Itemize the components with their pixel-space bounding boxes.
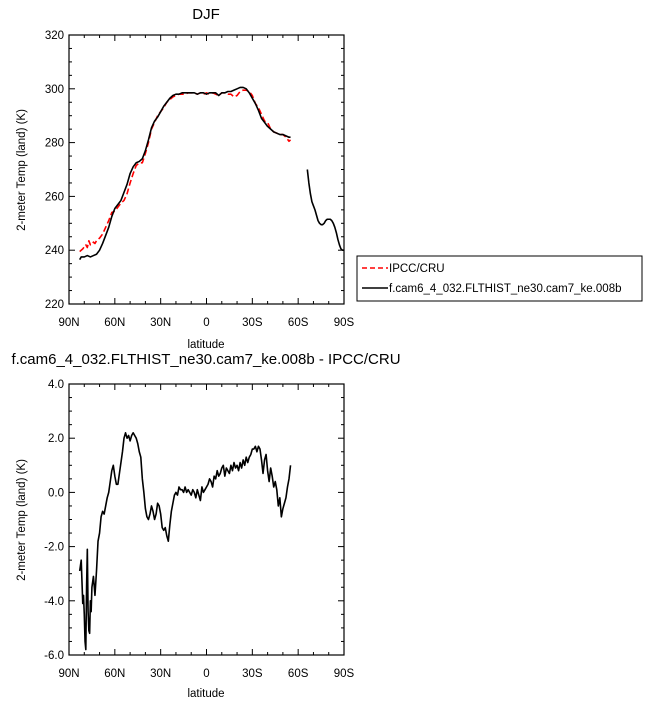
top-x-tick-label: 60N [104,317,125,329]
bottom-y-tick-label: -6.0 [44,650,64,662]
bottom-series-0-line [78,431,292,651]
top-x-tick-label: 30N [150,317,171,329]
bottom-y-tick-label: -2.0 [44,542,64,554]
top-x-tick-label: 60S [288,317,309,329]
bottom-y-tick-label: -4.0 [44,596,64,608]
panel-bottom: f.cam6_4_032.FLTHIST_ne30.cam7_ke.008b -… [11,351,400,700]
legend-label-ipcc: IPCC/CRU [389,263,445,275]
top-series-0-line [79,89,292,253]
top-y-tick-label: 220 [45,299,64,311]
top-plot-frame [68,34,345,305]
top-x-tick-label: 90S [334,317,355,329]
top-y-tick-label: 300 [45,84,64,96]
bottom-series-layer [78,431,292,651]
bottom-y-tick-label: 4.0 [48,379,64,391]
top-x-tick-label: 0 [203,317,209,329]
top-x-tick-label: 30S [242,317,263,329]
top-y-tick-label: 240 [45,245,64,257]
bottom-x-tick-label: 30N [150,668,171,680]
top-series-1-line-seg-0 [78,86,291,261]
bottom-chart-title: f.cam6_4_032.FLTHIST_ne30.cam7_ke.008b -… [11,351,400,368]
top-plot-group: 90N 60N 30N 0 30S 60S 90S 220 240 260 280 300 320 [45,30,355,329]
bottom-plot-frame [68,383,345,656]
bottom-plot-group: 90N 60N 30N 0 30S 60S 90S -6.0 -4.0 -2.0 0.0 2.0 4.0 [44,379,354,680]
bottom-tick-layer: 90N 60N 30N 0 30S 60S 90S -6.0 -4.0 -2.0 0.0 2.0 4.0 [44,379,354,680]
top-y-tick-label: 280 [45,138,64,150]
bottom-y-tick-label: 0.0 [48,487,64,499]
bottom-x-tick-label: 90N [58,668,79,680]
bottom-x-tick-label: 30S [242,668,263,680]
top-x-axis-label: latitude [187,339,224,351]
bottom-x-tick-label: 60N [104,668,125,680]
legend-label-model: f.cam6_4_032.FLTHIST_ne30.cam7_ke.008b [389,283,621,295]
top-y-tick-label: 260 [45,191,64,203]
top-tick-layer: 90N 60N 30N 0 30S 60S 90S 220 240 260 280 300 320 [45,30,355,329]
bottom-x-tick-label: 0 [203,668,209,680]
top-series-1-line-seg-1 [306,169,344,251]
legend-box [356,255,643,302]
top-y-tick-label: 320 [45,30,64,42]
bottom-x-tick-label: 60S [288,668,309,680]
legend: IPCC/CRU f.cam6_4_032.FLTHIST_ne30.cam7_… [356,255,643,302]
bottom-x-tick-label: 90S [334,668,355,680]
top-series-layer [78,86,344,261]
top-y-axis-label: 2-meter Temp (land) (K) [16,109,28,231]
panel-top: DJF 90N 60N 30N 0 30S 60S 90S 220 240 260 280 300 32… [16,6,643,351]
bottom-x-axis-label: latitude [187,688,224,700]
bottom-y-tick-label: 2.0 [48,433,64,445]
top-x-tick-label: 90N [58,317,79,329]
top-chart-title: DJF [192,6,220,23]
bottom-y-axis-label: 2-meter Temp (land) (K) [16,459,28,581]
